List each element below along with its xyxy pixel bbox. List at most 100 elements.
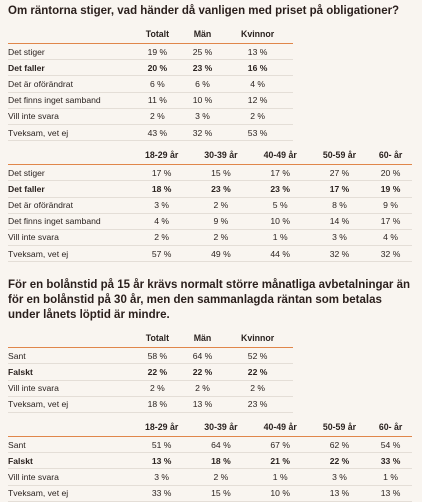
table-row: Det faller 18 % 23 % 23 % 17 % 19 % (8, 180, 412, 198)
data-table: 18-29 år 30-39 år 40-49 år 50-59 år 60- år De… (8, 145, 412, 263)
row-label: Tveksam, vet ej (8, 485, 132, 502)
cell: 64 % (191, 436, 251, 454)
cell: 18 % (132, 396, 183, 414)
table-row: Det är oförändrat 3 % 2 % 5 % 8 % 9 % (8, 197, 412, 214)
cell: 19 % (369, 180, 412, 198)
cell: 2 % (191, 197, 251, 214)
column-header: Kvinnor (222, 24, 293, 44)
row-label: Det stiger (8, 43, 132, 61)
cell: 5 % (250, 197, 310, 214)
table-row: Tveksam, vet ej 33 % 15 % 10 % 13 % 13 % (8, 485, 412, 502)
cell: 20 % (369, 164, 412, 182)
cell: 21 % (250, 452, 310, 470)
cell: 2 % (191, 468, 251, 486)
table-row: Tveksam, vet ej 18 % 13 % 23 % (8, 396, 293, 414)
table-row: Det stiger 19 % 25 % 13 % (8, 43, 293, 61)
cell: 43 % (132, 124, 183, 142)
table-body: Sant 51 % 64 % 67 % 62 % 54 % Falskt 13 % 18 % 21… (8, 436, 412, 502)
cell: 32 % (309, 245, 370, 263)
cell: 6 % (132, 75, 183, 93)
cell: 20 % (132, 59, 183, 77)
column-header: Totalt (132, 24, 183, 44)
cell: 23 % (250, 180, 310, 198)
row-label: Det faller (8, 59, 132, 77)
table-row: Vill inte svara 2 % 2 % 2 % (8, 380, 293, 397)
cell: 57 % (132, 245, 192, 263)
header-row: Totalt Män Kvinnor (8, 24, 293, 44)
cell: 2 % (182, 380, 223, 397)
cell: 64 % (182, 347, 223, 365)
table-row: Falskt 13 % 18 % 21 % 22 % 33 % (8, 452, 412, 470)
question: För en bolånstid på 15 år krävs normalt … (8, 279, 410, 322)
row-label: Vill inte svara (8, 108, 132, 125)
row-label: Det är oförändrat (8, 75, 132, 93)
column-header: 18-29 år (132, 417, 192, 437)
column-header: Män (182, 328, 223, 349)
row-label: Vill inte svara (8, 380, 132, 397)
row-label: Sant (8, 347, 132, 365)
row-label: Vill inte svara (8, 468, 132, 486)
cell: 6 % (182, 75, 223, 93)
cell: 13 % (309, 485, 370, 502)
cell: 17 % (309, 180, 370, 198)
table-row: Vill inte svara 3 % 2 % 1 % 3 % 1 % (8, 468, 412, 486)
column-header: Kvinnor (222, 328, 293, 349)
cell: 1 % (250, 468, 310, 486)
cell: 9 % (191, 213, 251, 230)
cell: 13 % (222, 43, 293, 61)
cell: 44 % (250, 245, 310, 263)
table-head: Totalt Män Kvinnor (8, 328, 293, 349)
cell: 10 % (182, 92, 223, 109)
header-blank (8, 328, 132, 349)
column-header: 60- år (369, 417, 412, 437)
cell: 18 % (191, 452, 251, 470)
cell: 23 % (191, 180, 251, 198)
cell: 22 % (309, 452, 370, 470)
cell: 33 % (132, 485, 192, 502)
table-body: Det stiger 17 % 15 % 17 % 27 % 20 % Det faller… (8, 164, 412, 263)
table-head: 18-29 år 30-39 år 40-49 år 50-59 år 60- år (8, 417, 412, 437)
table-body: Sant 58 % 64 % 52 % Falskt 22 % 22 % 22 % Vill i… (8, 347, 293, 414)
table-row: Tveksam, vet ej 43 % 32 % 53 % (8, 124, 293, 142)
cell: 11 % (132, 92, 183, 109)
cell: 8 % (309, 197, 370, 214)
cell: 1 % (250, 229, 310, 247)
cell: 49 % (191, 245, 251, 263)
cell: 2 % (191, 229, 251, 247)
cell: 62 % (309, 436, 370, 454)
row-label: Det är oförändrat (8, 197, 132, 214)
row-label: Sant (8, 436, 132, 454)
table-row: Sant 51 % 64 % 67 % 62 % 54 % (8, 436, 412, 454)
cell: 3 % (132, 197, 192, 214)
cell: 12 % (222, 92, 293, 109)
cell: 22 % (222, 363, 293, 381)
cell: 2 % (132, 229, 192, 247)
table-row: Det finns inget samband 11 % 10 % 12 % (8, 92, 293, 109)
cell: 33 % (369, 452, 412, 470)
column-header: 40-49 år (250, 145, 310, 166)
column-header: 60- år (369, 145, 412, 166)
cell: 58 % (132, 347, 183, 365)
cell: 4 % (132, 213, 192, 230)
cell: 54 % (369, 436, 412, 454)
cell: 9 % (369, 197, 412, 214)
table-row: Det finns inget samband 4 % 9 % 10 % 14 % 17 … (8, 213, 412, 230)
cell: 67 % (250, 436, 310, 454)
row-label: Falskt (8, 363, 132, 381)
table-row: Tveksam, vet ej 57 % 49 % 44 % 32 % 32 % (8, 245, 412, 263)
cell: 4 % (222, 75, 293, 93)
cell: 18 % (132, 180, 192, 198)
cell: 2 % (132, 380, 183, 397)
cell: 2 % (222, 380, 293, 397)
cell: 13 % (369, 485, 412, 502)
row-label: Det faller (8, 180, 132, 198)
cell: 32 % (182, 124, 223, 142)
row-label: Tveksam, vet ej (8, 124, 132, 142)
cell: 15 % (191, 485, 251, 502)
column-header: 50-59 år (309, 145, 370, 166)
header-row: Totalt Män Kvinnor (8, 328, 293, 349)
column-header: 18-29 år (132, 145, 192, 166)
column-header: 40-49 år (250, 417, 310, 437)
row-label: Falskt (8, 452, 132, 470)
question: Om räntorna stiger, vad händer då vanlig… (8, 5, 400, 17)
